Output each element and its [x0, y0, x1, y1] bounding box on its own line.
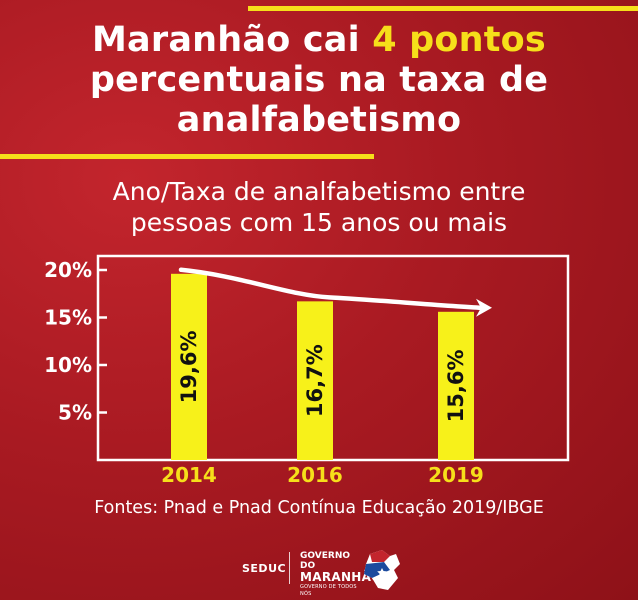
gov-top-text: GOVERNO DO: [300, 551, 351, 571]
bar: [171, 273, 207, 460]
headline-line-3: analfabetismo: [176, 100, 462, 140]
headline-prefix: Maranhão cai: [92, 20, 373, 60]
source-note: Fontes: Pnad e Pnad Contínua Educação 20…: [94, 498, 544, 518]
trend-arrow-line: [178, 267, 485, 311]
chart-subtitle: Ano/Taxa de analfabetismo entre pessoas …: [0, 176, 638, 238]
y-tick-label: 20%: [44, 258, 92, 282]
x-tick-label: 2019: [428, 463, 484, 487]
mid-accent-line: [0, 154, 374, 159]
trend-arrow-head: [476, 298, 492, 317]
top-accent-line: [248, 6, 638, 11]
subtitle-line-2: pessoas com 15 anos ou mais: [130, 208, 508, 237]
bar: [297, 301, 333, 460]
headline: Maranhão cai 4 pontos percentuais na tax…: [0, 20, 638, 140]
bar-value-label: 19,6%: [177, 330, 201, 403]
bar: [438, 311, 474, 460]
x-tick-label: 2016: [287, 463, 343, 487]
x-tick-label: 2014: [161, 463, 217, 487]
seduc-label: SEDUC: [242, 562, 287, 575]
y-tick-label: 5%: [58, 401, 92, 425]
bar-value-label: 16,7%: [303, 344, 327, 417]
headline-line-2: percentuais na taxa de: [89, 60, 549, 100]
maranhao-map-icon: [364, 550, 400, 590]
headline-highlight: 4 pontos: [372, 20, 546, 60]
footer-divider: [289, 552, 290, 584]
y-tick-label: 15%: [44, 306, 92, 330]
gov-name-text: MARANHÃO: [300, 570, 382, 584]
bar-value-label: 15,6%: [444, 349, 468, 422]
subtitle-line-1: Ano/Taxa de analfabetismo entre: [112, 177, 526, 206]
headline-line-1: Maranhão cai 4 pontos: [0, 20, 638, 60]
y-tick-label: 10%: [44, 353, 92, 377]
footer: SEDUC GOVERNO DO MARANHÃO GOVERNO DE TOD…: [0, 540, 638, 600]
government-logo-text: GOVERNO DO MARANHÃO GOVERNO DE TODOS NÓS: [300, 551, 382, 598]
gov-tagline-text: GOVERNO DE TODOS NÓS: [300, 584, 357, 597]
